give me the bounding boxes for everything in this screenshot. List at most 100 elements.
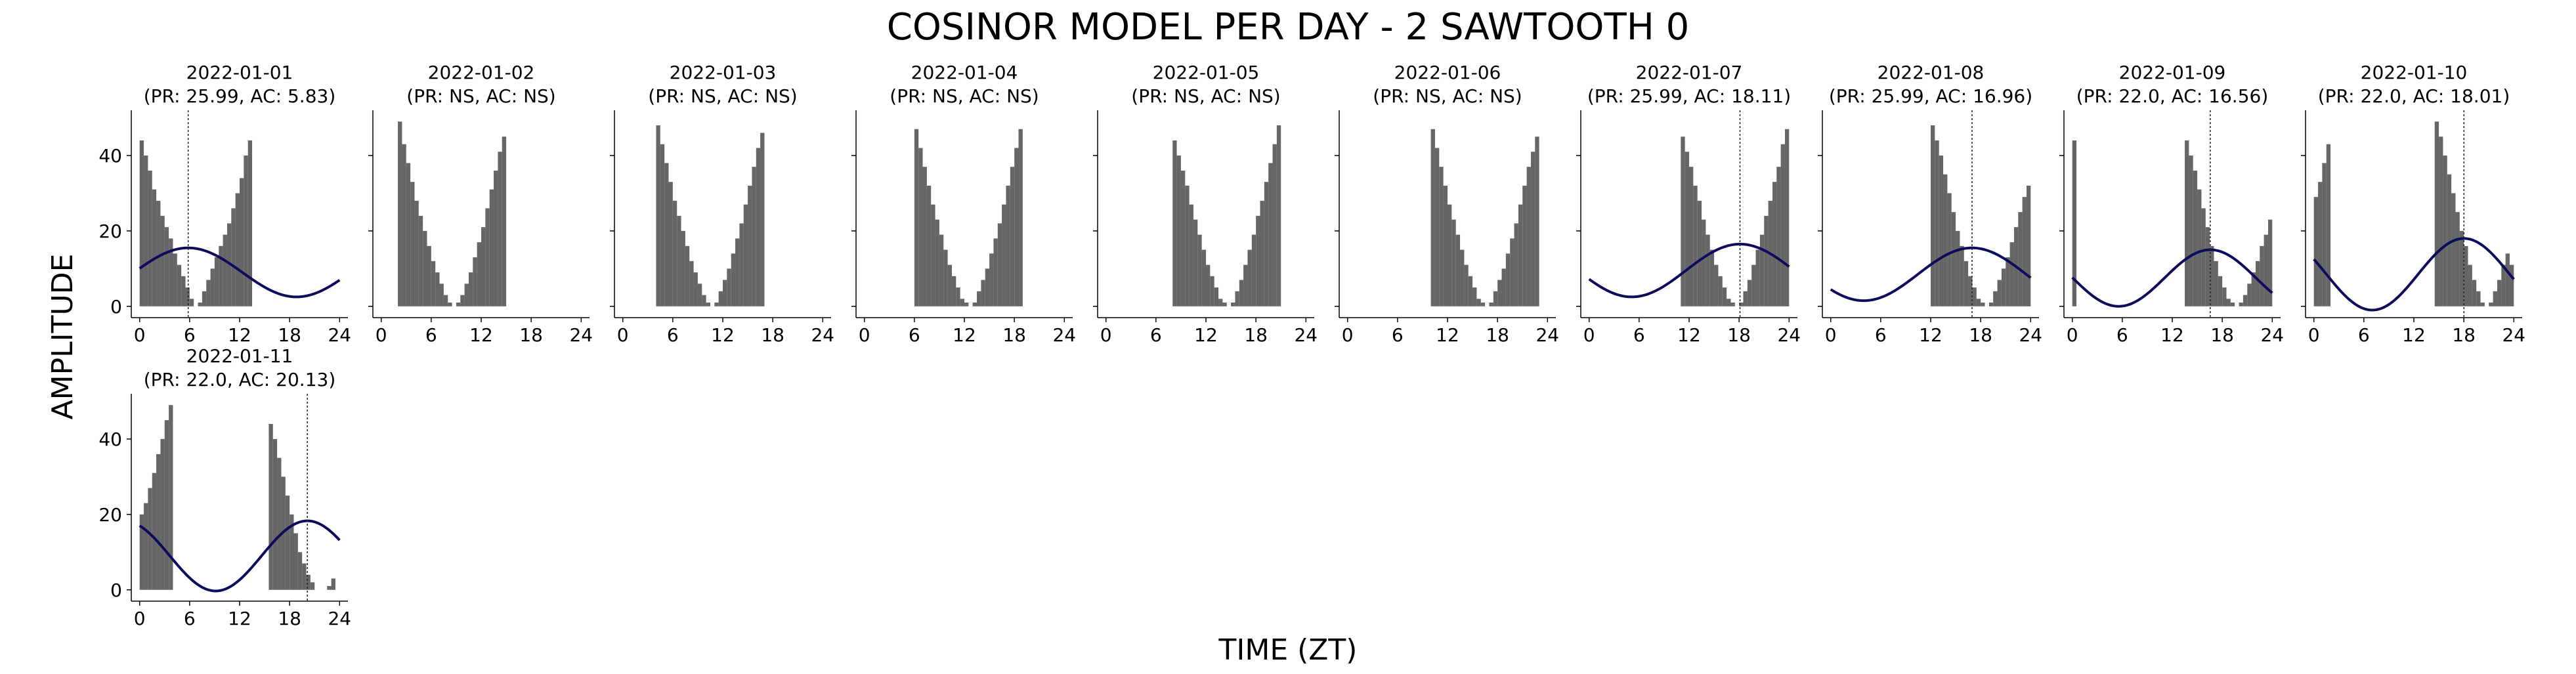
histogram-bar [689,261,694,306]
histogram-bar [181,276,186,306]
histogram-bar [144,503,148,590]
histogram-bar [939,234,944,306]
histogram-bar [1535,137,1539,306]
histogram-bar [1776,167,1781,306]
x-tick-label: 24 [1777,324,1801,346]
histogram-bar [1751,264,1756,306]
histogram-bar [268,423,273,590]
x-tick-label: 12 [469,324,493,346]
panel-2022-01-05: 2022-01-05(PR: NS, AC: NS) 0 6 12 18 24 [1093,62,1318,346]
histogram-bar [139,514,144,590]
histogram-bar [2018,212,2023,306]
x-tick-label: 0 [617,324,629,346]
x-tick-label: 12 [228,608,251,629]
histogram-bar [206,280,211,306]
histogram-bar [164,227,169,306]
y-tick-label: 20 [98,504,122,526]
histogram-bar [1222,303,1227,306]
x-tick-label: 12 [1677,324,1701,346]
panel-2022-01-10: 2022-01-10(PR: 22.0, AC: 18.01) 0 6 12 18 24 [2301,62,2525,346]
panel-subtitle: (PR: NS, AC: NS) [406,85,555,107]
histogram-bar [1976,299,1981,306]
histogram-bar [1706,234,1710,306]
histogram-bar [1468,276,1473,306]
histogram-bar [2489,303,2493,306]
histogram-bar [2468,264,2472,306]
histogram-bar [2464,245,2468,306]
histogram-bar [1185,185,1190,306]
panel-title: 2022-01-09 [2119,62,2226,83]
histogram-bar [1235,291,1239,306]
histogram-bar [418,215,423,306]
panel-subtitle: (PR: 25.99, AC: 16.96) [1829,85,2032,107]
histogram-bar [1434,148,1440,306]
histogram-bar [1006,185,1010,306]
histogram-bar [223,234,227,306]
histogram-bar [1510,238,1514,306]
histogram-bar [2318,182,2323,306]
histogram-bar [731,253,736,306]
histogram-bar [2001,268,2006,306]
histogram-bar [1460,249,1465,306]
x-tick-label: 24 [811,324,834,346]
histogram-bar [1956,230,1960,306]
histogram-bar [2455,212,2460,306]
x-tick-label: 24 [1052,324,1076,346]
histogram-bar [435,272,440,306]
histogram-bar [918,148,923,306]
x-tick-label: 18 [519,324,543,346]
histogram-bar [2226,299,2231,306]
panel-subtitle: (PR: 25.99, AC: 18.11) [1587,85,1791,107]
histogram-bar [2443,155,2447,306]
histogram-bar [2505,253,2510,306]
x-tick-label: 12 [1436,324,1459,346]
histogram-bar [1730,303,1735,306]
histogram-bar [1997,280,2002,306]
histogram-bar [139,140,144,306]
x-tick-label: 12 [228,324,251,346]
histogram-bar [1702,219,1706,306]
histogram-bar [989,253,994,306]
histogram-bar [473,257,477,306]
histogram-bar [1993,291,1998,306]
panel-title: 2022-01-08 [1878,62,1985,83]
histogram-bar [460,295,465,306]
x-tick-label: 0 [134,608,146,629]
histogram-bar [1764,215,1769,306]
x-tick-label: 6 [184,324,196,346]
histogram-bar [943,249,948,306]
histogram-bar [173,253,177,306]
histogram-bar [668,182,673,306]
histogram-bar [297,552,303,590]
y-tick-label: 20 [98,221,122,242]
histogram-bar [1964,261,1969,306]
histogram-bar [2451,193,2456,306]
histogram-bar [402,144,406,306]
histogram-bar [189,299,194,306]
histogram-bar [247,140,253,306]
histogram-bar [2205,227,2210,306]
histogram-bar [198,303,202,306]
histogram-bar [2480,303,2485,306]
histogram-bar [331,578,335,590]
histogram-bar [677,215,681,306]
histogram-bar [290,514,294,590]
histogram-bar [2447,174,2452,306]
x-tick-label: 12 [711,324,735,346]
y-tick-label: 0 [110,579,122,601]
histogram-bar [1939,155,1944,306]
histogram-bar [1497,280,1502,306]
histogram-bar [1260,200,1264,306]
histogram-bar [1714,264,1719,306]
histogram-bar [1464,264,1469,306]
histogram-bar [1201,249,1206,306]
histogram-bar [2239,303,2243,306]
x-tick-label: 18 [278,608,301,629]
histogram-bar [693,272,698,306]
histogram-bar [1231,303,1235,306]
histogram-bar [1256,215,1260,306]
histogram-bar [739,223,744,306]
histogram-bar [240,178,244,306]
histogram-bar [1693,185,1698,306]
x-tick-label: 6 [2358,324,2370,346]
